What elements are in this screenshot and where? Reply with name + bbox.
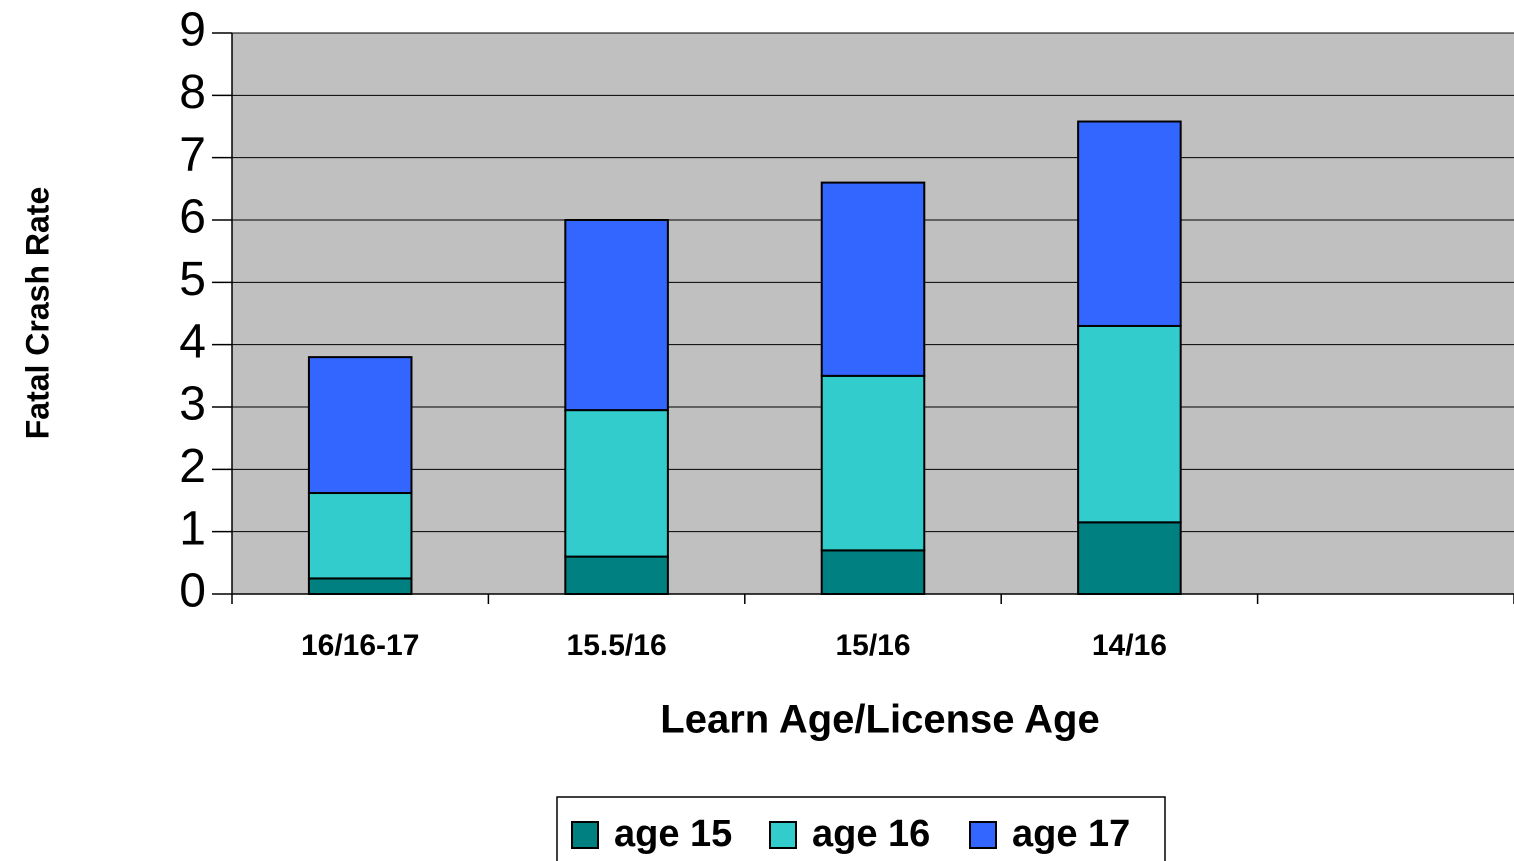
y-tick-label: 8 [179, 66, 206, 119]
y-tick-label: 4 [179, 315, 206, 368]
legend-box [556, 796, 1166, 861]
x-tick-label: 14/16 [1092, 629, 1167, 662]
y-tick-label: 1 [179, 502, 206, 555]
x-tick-label: 15/16 [835, 629, 910, 662]
legend-swatch [571, 821, 599, 849]
legend-label: age 17 [1012, 813, 1130, 855]
legend-swatch [969, 821, 997, 849]
y-tick-label: 5 [179, 253, 206, 306]
y-axis-title: Fatal Crash Rate [19, 187, 55, 440]
bar-segment [1077, 521, 1182, 595]
x-tick-label: 15.5/16 [567, 629, 667, 662]
bar-segment [307, 492, 413, 580]
y-tick-label: 9 [179, 4, 206, 57]
legend-label: age 16 [812, 813, 930, 855]
bar-segment [1077, 324, 1182, 524]
y-tick-label: 7 [179, 128, 206, 181]
bar-segment [1077, 120, 1182, 327]
bar-segment [564, 219, 669, 412]
y-tick-label: 0 [179, 565, 206, 618]
bar-segment [564, 409, 669, 558]
bar-segment [307, 356, 413, 495]
legend-label: age 15 [614, 813, 732, 855]
x-axis-title: Learn Age/License Age [660, 698, 1099, 742]
bar-segment [820, 181, 926, 377]
x-tick-label: 16/16-17 [301, 629, 419, 662]
bar-segment [820, 549, 926, 595]
bar-segment [307, 577, 413, 596]
bar-segment [820, 374, 926, 552]
y-tick-label: 2 [179, 440, 206, 493]
y-tick-label: 6 [179, 191, 206, 244]
y-tick-label: 3 [179, 378, 206, 431]
legend-swatch [769, 821, 797, 849]
bar-segment [564, 555, 669, 595]
